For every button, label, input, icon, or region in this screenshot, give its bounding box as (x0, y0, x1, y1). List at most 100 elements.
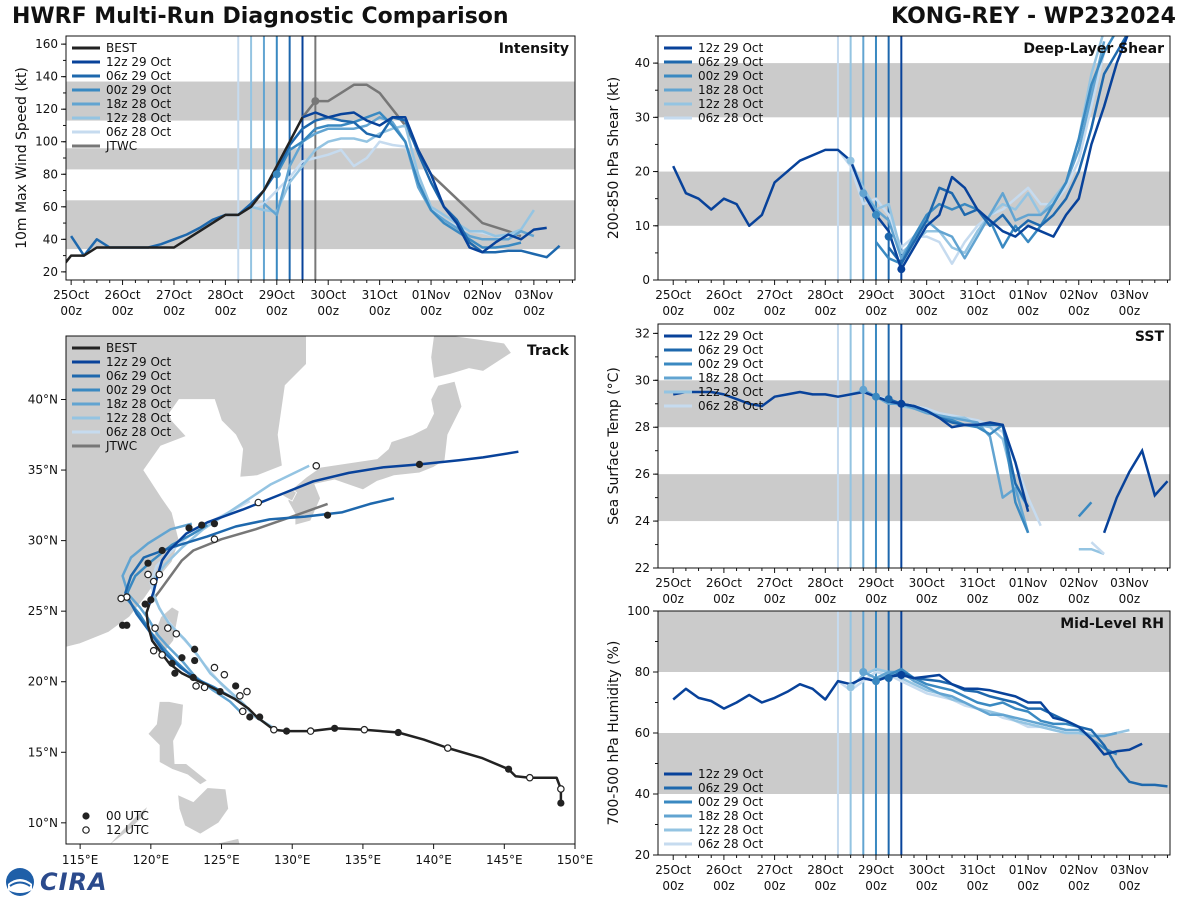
track-dot-00utc (118, 621, 127, 629)
band-1 (658, 380, 1170, 428)
storm-title: KONG-REY - WP232024 (891, 4, 1176, 29)
legend-label-12z-28-oct: 12z 28 Oct (698, 385, 764, 399)
xtick-label-hour: 00z (865, 879, 887, 893)
legend-label-12z-28-oct: 12z 28 Oct (698, 823, 764, 837)
cira-logo-text: CIRA (40, 868, 108, 896)
xtick-label-lon: 145°E (486, 853, 523, 867)
xtick-label-hour: 00z (266, 304, 288, 318)
xtick-label-hour: 00z (1068, 879, 1090, 893)
xtick-label-hour: 00z (317, 304, 339, 318)
xtick-label-hour: 00z (662, 592, 684, 606)
init-marker-jtwc (311, 97, 320, 106)
series-12z-29-oct (672, 390, 1030, 513)
track-dot-12utc (117, 594, 125, 603)
legend-label-00z-29-oct: 00z 29 Oct (698, 795, 764, 809)
xtick-label-date: 25Oct (655, 288, 691, 302)
xtick-label-lon: 130°E (274, 853, 311, 867)
panel-title: Track (527, 343, 570, 359)
xtick-label-hour: 00z (112, 304, 134, 318)
legend-label-12z-28-oct: 12z 28 Oct (698, 97, 764, 111)
legend-label-00z-29-oct: 00z 29 Oct (698, 357, 764, 371)
track-dot-00utc (323, 511, 332, 519)
legend-label-18z-28-oct: 18z 28 Oct (698, 809, 764, 823)
legend-label-06z-29-oct: 06z 29 Oct (106, 369, 172, 383)
ytick-label: 10 (635, 219, 650, 233)
legend-label-best: BEST (106, 341, 137, 355)
track-dot-00utc (210, 520, 219, 528)
init-marker-18z-28-oct (859, 385, 868, 394)
ytick-label: 20 (43, 265, 58, 279)
xtick-label-date: 01Nov (1009, 863, 1048, 877)
track-dot-00utc (147, 596, 155, 604)
series-12z-29-oct (672, 36, 1129, 271)
ytick-label: 26 (635, 467, 650, 481)
ytick-label-lat: 20°N (28, 675, 58, 689)
xtick-label-date: 30Oct (909, 576, 945, 590)
xtick-label-date: 28Oct (807, 288, 843, 302)
init-marker-06z-29-oct (884, 674, 893, 683)
xtick-label-hour: 00z (662, 879, 684, 893)
init-marker-12z-29-oct (897, 399, 906, 408)
xtick-label-hour: 00z (163, 304, 185, 318)
xtick-label-hour: 00z (662, 304, 684, 318)
init-marker-00z-29-oct (871, 677, 880, 686)
ytick-label-lat: 40°N (28, 393, 58, 407)
init-marker-18z-28-oct (859, 668, 868, 676)
xtick-label-date: 27Oct (757, 576, 793, 590)
legend-marker-00utc (82, 812, 90, 820)
panel-title: Deep-Layer Shear (1023, 41, 1164, 57)
track-dot-12utc (312, 462, 321, 470)
xtick-label-date: 25Oct (53, 288, 89, 302)
track-dot-12utc (210, 535, 219, 544)
xtick-label-date: 26Oct (706, 576, 742, 590)
series-00z-29-oct-segment (1077, 501, 1093, 518)
legend-label-06z-28-oct: 06z 28 Oct (106, 425, 172, 439)
legend-label-12z-29-oct: 12z 29 Oct (698, 767, 764, 781)
xtick-label-date: 26Oct (105, 288, 141, 302)
ytick-label-lat: 35°N (28, 463, 58, 477)
track-dot-12utc (210, 663, 219, 672)
xtick-label-hour: 00z (472, 304, 494, 318)
track-06z-29-oct (124, 497, 395, 693)
ytick-label: 100 (627, 604, 650, 618)
legend-label-12z-29-oct: 12z 29 Oct (106, 55, 172, 69)
panel-title: Mid-Level RH (1060, 616, 1164, 632)
band-0 (658, 733, 1170, 794)
legend-label-jtwc: JTWC (105, 139, 137, 153)
xtick-label-lon: 125°E (203, 853, 240, 867)
track-dot-12utc (155, 570, 164, 579)
track-dot-12utc (557, 785, 565, 793)
track-dot-12utc (243, 687, 251, 696)
legend-label-12z-28-oct: 12z 28 Oct (106, 411, 172, 425)
band-0 (658, 171, 1170, 226)
legend-label-best: BEST (106, 41, 137, 55)
track-dot-00utc (171, 669, 179, 677)
xtick-label-hour: 00z (1068, 592, 1090, 606)
xtick-label-hour: 00z (764, 592, 786, 606)
xtick-label-date: 02Nov (463, 288, 502, 302)
xtick-label-date: 31Oct (959, 863, 995, 877)
xtick-label-hour: 00z (1119, 879, 1141, 893)
xtick-label-hour: 00z (814, 592, 836, 606)
xtick-label-date: 02Nov (1059, 288, 1098, 302)
xtick-label-hour: 00z (814, 304, 836, 318)
legend-label-12z-28-oct: 12z 28 Oct (106, 111, 172, 125)
track-12z-28-oct (152, 464, 310, 731)
track-dot-00utc (216, 688, 224, 696)
series-12z-29-oct (672, 673, 1143, 756)
track-frame (65, 335, 576, 845)
band-1 (66, 148, 575, 170)
xtick-label-date: 30Oct (909, 863, 945, 877)
track-dot-00utc (232, 682, 240, 690)
init-marker-12z-29-oct (897, 671, 906, 680)
track-dot-00utc (394, 728, 402, 737)
init-marker-00z-29-oct (871, 392, 880, 401)
xtick-label-date: 28Oct (807, 863, 843, 877)
track-dot-12utc (200, 683, 209, 692)
xtick-label-hour: 00z (60, 304, 82, 318)
land-hokkaido (430, 336, 512, 379)
series-06z-28-oct-segment (1090, 541, 1105, 555)
track-dot-00utc (144, 559, 152, 567)
legend-label-00z-29-oct: 00z 29 Oct (106, 383, 172, 397)
series-18z-28-oct (862, 388, 1030, 534)
